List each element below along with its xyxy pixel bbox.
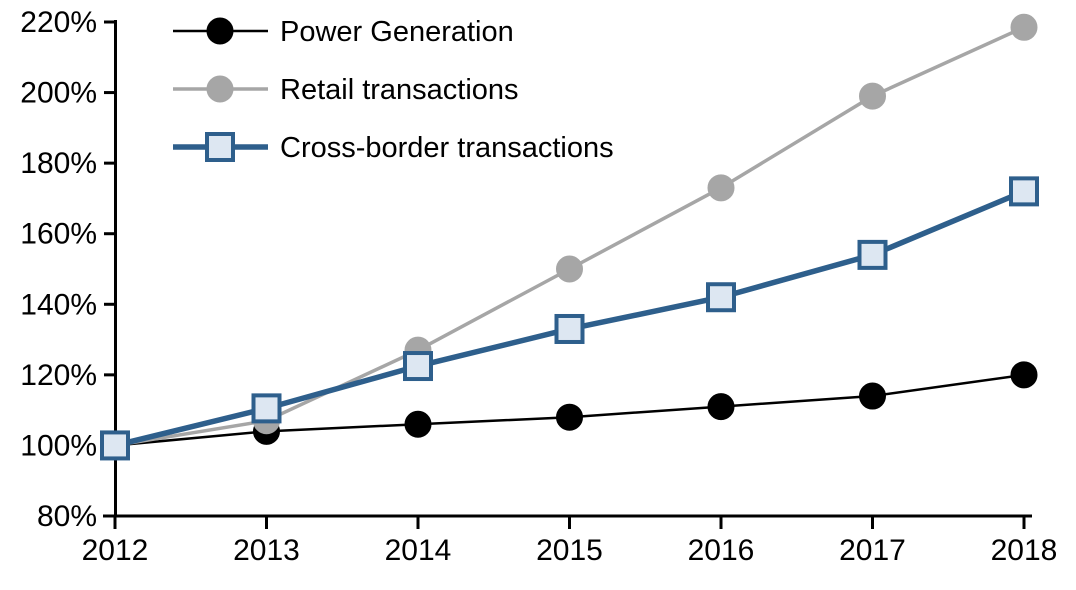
data-point-power-generation [556,403,583,431]
y-tick-label: 160% [20,218,97,251]
data-point-cross-border-transactions [1009,176,1039,207]
data-point-cross-border-transactions [554,313,585,344]
y-tick-label: 100% [20,429,97,462]
legend-label-retail-transactions: Retail transactions [280,74,519,106]
data-point-legend-power-generation [206,17,234,45]
data-point-power-generation [859,382,886,410]
y-tick-label: 120% [20,359,97,392]
x-tick-label: 2012 [82,534,149,567]
legend-item-power-generation: Power Generation [173,16,514,48]
y-tick-label: 140% [20,288,97,321]
x-tick-label: 2015 [536,534,603,567]
series-cross-border-transactions [100,176,1039,461]
legend: Power Generation Retail transactions Cross… [173,16,614,164]
data-point-retail-transactions [556,255,583,283]
data-point-cross-border-transactions [100,430,130,461]
data-point-retail-transactions [859,82,886,110]
legend-label-power-generation: Power Generation [280,16,514,48]
data-point-cross-border-transactions [251,393,282,424]
data-point-cross-border-transactions [403,351,433,382]
data-point-cross-border-transactions [857,239,888,270]
x-tick-label: 2017 [839,534,906,567]
legend-item-retail-transactions: Retail transactions [173,74,519,106]
axes: 220% 200% 180% 160% 140% 120% 100% 80%2012 2013 2… [20,6,1057,567]
x-tick-label: 2016 [688,534,755,567]
x-tick-label: 2014 [385,534,452,567]
series-power-generation [101,361,1038,459]
data-point-retail-transactions [1010,13,1038,41]
data-point-retail-transactions [707,174,735,202]
legend-item-cross-border-transactions: Cross-border transactions [173,132,614,164]
data-point-legend-cross-border-transactions [205,132,235,162]
y-tick-label: 200% [20,77,97,110]
legend-label-cross-border-transactions: Cross-border transactions [280,132,614,164]
data-point-power-generation [1010,361,1038,389]
data-point-legend-retail-transactions [206,75,234,103]
data-point-power-generation [707,393,735,421]
x-tick-label: 2013 [233,534,300,567]
y-tick-label: 80% [37,500,97,533]
y-tick-label: 220% [20,6,97,39]
data-point-power-generation [404,410,432,438]
y-tick-label: 180% [20,147,97,180]
data-point-cross-border-transactions [706,282,736,313]
x-tick-label: 2018 [991,534,1058,567]
